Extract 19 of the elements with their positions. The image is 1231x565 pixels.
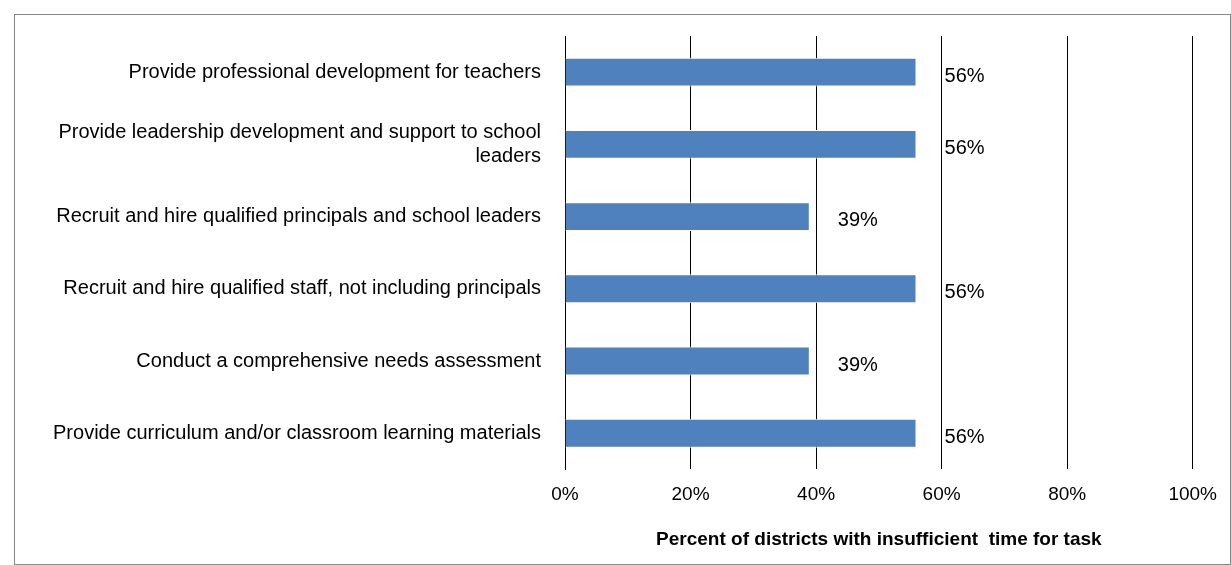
y-tick-label: Conduct a comprehensive needs assessment (136, 348, 542, 371)
data-label: 56% (944, 135, 985, 158)
data-label: 56% (944, 280, 985, 303)
y-tick-label: Recruit and hire qualified staff, not including principals (63, 276, 541, 299)
data-label: 39% (837, 352, 879, 375)
x-axis-title: Percent of districts with insufficient time for task (656, 527, 1103, 549)
data-label: 56% (944, 63, 985, 86)
x-tick-label: 80% (1048, 483, 1087, 505)
x-tick-label: 100% (1168, 483, 1218, 505)
x-tick-label: 60% (922, 483, 961, 505)
x-tick-label: 20% (671, 483, 710, 505)
y-tick-label: Provide leadership development and support to school leaders (58, 119, 541, 166)
x-tick-label: 40% (797, 483, 836, 505)
x-tick-label: 0% (551, 483, 579, 505)
y-tick-label: Recruit and hire qualified principals and school leaders (56, 204, 541, 227)
data-label: 39% (837, 208, 879, 231)
y-tick-label: Provide professional development for teachers (128, 59, 541, 82)
data-label: 56% (944, 424, 985, 447)
y-tick-label: Provide curriculum and/or classroom learning materials (53, 420, 541, 443)
